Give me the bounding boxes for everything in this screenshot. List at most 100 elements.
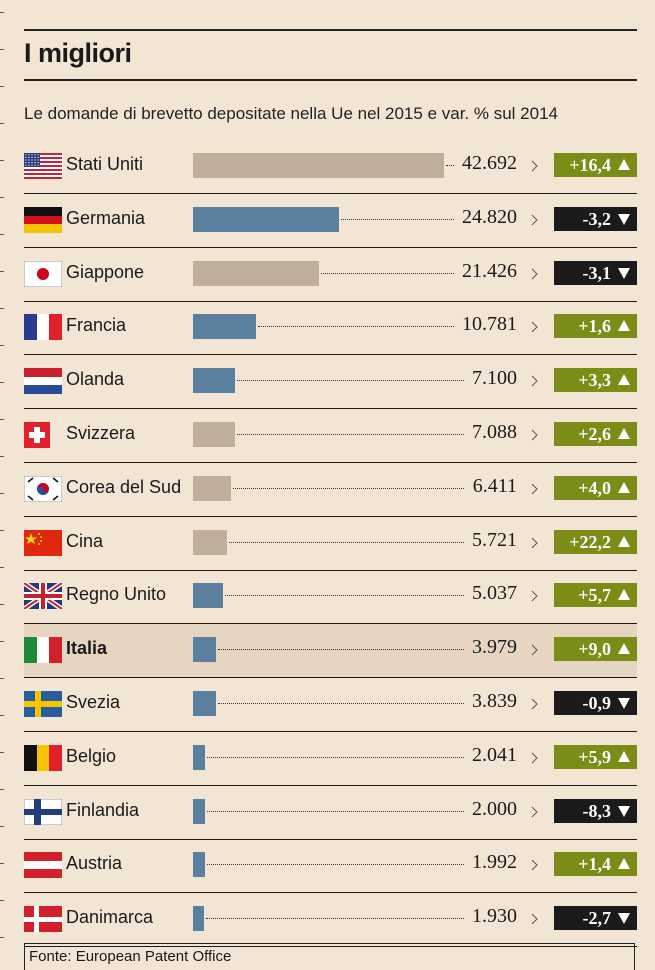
bar <box>193 852 205 878</box>
chart-row: Danimarca 1.930 -2,7 <box>24 893 637 948</box>
top-rule <box>24 29 637 31</box>
chevron-right-icon <box>531 374 538 387</box>
leader-line <box>206 756 464 758</box>
chart-row: Giappone 21.426 -3,1 <box>24 248 637 302</box>
bar <box>193 583 223 609</box>
chart-row: Austria 1.992 +1,4 <box>24 839 637 894</box>
row-separator <box>24 892 637 894</box>
country-label: Regno Unito <box>66 584 167 605</box>
bar <box>193 744 205 770</box>
row-separator <box>24 946 637 948</box>
row-separator <box>24 408 637 410</box>
chevron-right-icon <box>531 482 538 495</box>
page-edge-ticks <box>0 0 6 970</box>
country-label: Corea del Sud <box>66 476 182 497</box>
dk-flag-icon <box>24 906 62 933</box>
chart-row: Italia 3.979 +9,0 <box>24 624 637 679</box>
change-label: +22,2 <box>569 531 611 552</box>
triangle-up-icon <box>618 481 630 493</box>
chevron-right-icon <box>531 428 538 441</box>
chevron-right-icon <box>531 858 538 871</box>
triangle-up-icon <box>618 535 630 547</box>
leader-line <box>206 918 464 920</box>
value-label: 1.992 <box>472 851 517 874</box>
fi-flag-icon <box>24 798 62 825</box>
change-badge: -0,9 <box>554 691 637 715</box>
change-badge: +3,3 <box>554 368 637 393</box>
country-label: Germania <box>66 207 146 228</box>
source-note: Fonte: European Patent Office <box>24 943 635 970</box>
jp-flag-icon <box>24 260 62 287</box>
leader-line <box>446 165 454 166</box>
change-badge: -3,2 <box>554 206 637 231</box>
change-label: -3,1 <box>582 262 612 283</box>
chart-row: Belgio 2.041 +5,9 <box>24 732 637 786</box>
triangle-up-icon <box>618 750 630 762</box>
value-label: 6.411 <box>472 474 517 497</box>
bar <box>193 637 217 663</box>
change-badge: +22,2 <box>554 529 637 554</box>
triangle-down-icon <box>618 805 630 817</box>
chevron-right-icon <box>531 267 538 279</box>
chart-title: I migliori <box>24 38 132 68</box>
change-label: +16,4 <box>569 155 611 175</box>
bar <box>193 260 319 286</box>
change-label: -3,2 <box>582 208 612 229</box>
chart-row: Cina 5.721 +22,2 <box>24 517 637 571</box>
chart-row: Olanda 7.100 +3,3 <box>24 355 637 410</box>
country-label: Francia <box>66 315 127 336</box>
change-badge: +2,6 <box>554 422 637 446</box>
leader-line <box>228 541 464 543</box>
change-label: +3,3 <box>578 370 611 391</box>
country-label: Svezia <box>66 692 121 712</box>
change-badge: -3,1 <box>554 260 637 285</box>
triangle-down-icon <box>618 913 630 925</box>
change-label: +2,6 <box>578 424 611 444</box>
country-label: Olanda <box>66 369 125 390</box>
value-label: 5.721 <box>472 528 517 551</box>
leader-line <box>217 703 464 704</box>
change-badge: +1,6 <box>554 314 637 339</box>
triangle-up-icon <box>618 428 630 439</box>
it-flag-icon <box>24 637 62 664</box>
value-label: 21.426 <box>462 259 517 282</box>
value-label: 3.979 <box>472 636 517 659</box>
cn-flag-icon <box>24 529 62 556</box>
row-separator <box>24 246 637 248</box>
row-separator <box>24 515 637 517</box>
chevron-right-icon <box>531 320 538 333</box>
change-badge: -8,3 <box>554 798 637 823</box>
uk-flag-icon <box>24 583 62 610</box>
change-label: -2,7 <box>582 908 612 929</box>
chart-row: Svezia 3.839 -0,9 <box>24 678 637 732</box>
value-label: 7.088 <box>472 421 517 443</box>
chevron-right-icon <box>531 805 538 817</box>
leader-line <box>236 380 464 382</box>
row-separator <box>24 623 637 625</box>
leader-line <box>320 272 454 274</box>
country-label: Austria <box>66 853 123 874</box>
change-badge: +5,7 <box>554 583 637 608</box>
leader-line <box>232 487 464 489</box>
row-separator <box>24 300 637 302</box>
triangle-up-icon <box>618 858 630 870</box>
triangle-up-icon <box>618 589 630 601</box>
value-label: 42.692 <box>462 152 517 174</box>
triangle-up-icon <box>618 320 630 332</box>
chart-row: Regno Unito 5.037 +5,7 <box>24 570 637 625</box>
chevron-right-icon <box>531 213 538 226</box>
value-label: 2.041 <box>472 743 517 766</box>
at-flag-icon <box>24 852 62 879</box>
country-label: Stati Uniti <box>66 154 144 174</box>
leader-line <box>206 864 464 866</box>
value-label: 2.000 <box>472 797 517 820</box>
chart-row: Germania 24.820 -3,2 <box>24 194 637 248</box>
leader-line <box>236 434 464 435</box>
bar <box>193 368 235 394</box>
change-label: +5,7 <box>578 585 611 606</box>
leader-line <box>206 810 464 812</box>
country-label: Belgio <box>66 745 117 766</box>
title-rule <box>24 79 637 81</box>
change-badge: +1,4 <box>554 852 637 877</box>
row-separator <box>24 731 637 732</box>
